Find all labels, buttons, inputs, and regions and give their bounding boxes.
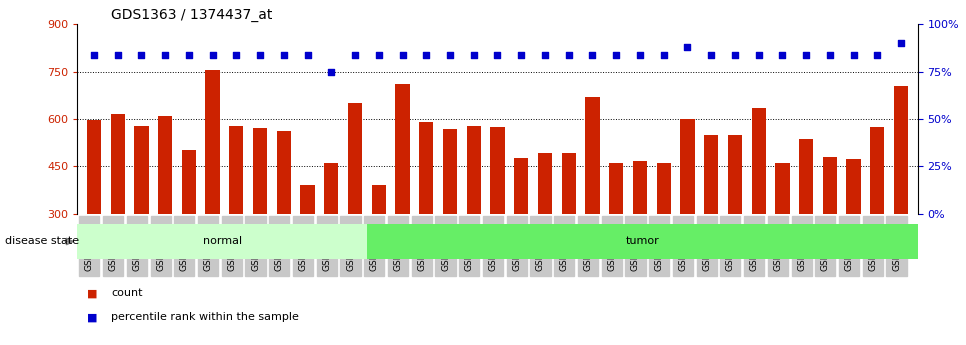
Bar <box>110 114 125 309</box>
Text: ■: ■ <box>87 288 98 298</box>
Bar <box>894 86 908 309</box>
Point <box>205 52 220 57</box>
Point <box>182 52 197 57</box>
Point <box>537 52 553 57</box>
Bar <box>610 162 623 309</box>
Point <box>252 52 268 57</box>
Bar <box>77 224 367 259</box>
Point <box>490 52 505 57</box>
Point <box>157 52 173 57</box>
Point <box>514 52 529 57</box>
Point <box>751 52 766 57</box>
Bar <box>561 153 576 309</box>
Text: GDS1363 / 1374437_at: GDS1363 / 1374437_at <box>111 8 272 22</box>
Bar <box>367 224 918 259</box>
Bar <box>514 158 528 309</box>
Bar <box>276 131 291 309</box>
Bar <box>752 108 766 309</box>
Point <box>656 52 671 57</box>
Point <box>348 52 363 57</box>
Point <box>299 52 315 57</box>
Point <box>466 52 481 57</box>
Text: count: count <box>111 288 143 298</box>
Bar <box>776 162 789 309</box>
Point <box>418 52 434 57</box>
Bar <box>633 161 647 309</box>
Point <box>110 52 126 57</box>
Bar <box>823 157 837 309</box>
Point <box>609 52 624 57</box>
Bar <box>799 139 813 309</box>
Bar <box>467 126 481 309</box>
Bar <box>704 136 719 309</box>
Bar <box>182 150 196 309</box>
Point <box>561 52 577 57</box>
Bar <box>395 84 410 309</box>
Text: normal: normal <box>203 237 242 246</box>
Bar <box>206 70 219 309</box>
Bar <box>372 186 385 309</box>
Bar <box>87 120 101 309</box>
Bar <box>325 163 338 309</box>
Point <box>442 52 458 57</box>
Point <box>584 52 600 57</box>
Bar <box>300 186 315 309</box>
Point <box>324 69 339 74</box>
Point <box>846 52 862 57</box>
Bar <box>680 119 695 309</box>
Point <box>894 40 909 46</box>
Bar <box>846 159 861 309</box>
Bar <box>158 116 172 309</box>
Bar <box>134 126 149 309</box>
Point <box>822 52 838 57</box>
Bar <box>442 128 457 309</box>
Point <box>276 52 292 57</box>
Point <box>798 52 813 57</box>
Point <box>680 44 696 50</box>
Bar <box>585 97 600 309</box>
Point <box>133 52 149 57</box>
Bar <box>727 136 742 309</box>
Point <box>775 52 790 57</box>
Bar <box>657 163 670 309</box>
Text: disease state: disease state <box>5 237 79 246</box>
Point <box>395 52 411 57</box>
Bar <box>253 128 268 309</box>
Point <box>86 52 101 57</box>
Text: percentile rank within the sample: percentile rank within the sample <box>111 313 298 322</box>
Bar <box>870 127 885 309</box>
Bar <box>348 103 362 309</box>
Point <box>632 52 647 57</box>
Bar <box>538 153 553 309</box>
Text: ■: ■ <box>87 313 98 322</box>
Text: tumor: tumor <box>625 237 659 246</box>
Bar <box>229 126 243 309</box>
Point <box>229 52 244 57</box>
Point <box>727 52 743 57</box>
Point <box>703 52 719 57</box>
Bar <box>491 127 504 309</box>
Point <box>371 52 386 57</box>
Bar <box>419 122 434 309</box>
Point <box>869 52 885 57</box>
